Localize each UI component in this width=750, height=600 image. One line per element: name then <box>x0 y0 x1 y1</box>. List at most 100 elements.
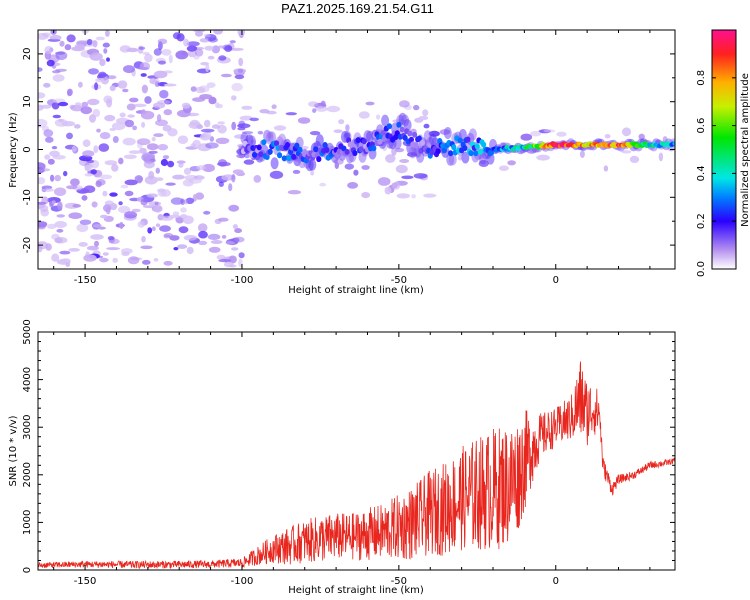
spectrogram-noise-cell <box>237 68 244 73</box>
spectrogram-ridge-cell <box>672 141 675 146</box>
snr-ytick-label: 4000 <box>22 367 33 392</box>
spectrogram-ytick-label: 20 <box>22 48 33 61</box>
spectrogram-noise-cell <box>47 158 55 165</box>
spectrogram-noise-cell <box>86 38 93 46</box>
spectrogram-noise-cell <box>287 190 301 195</box>
spectrogram-noise-cell <box>46 59 55 67</box>
spectrogram-noise-cell <box>79 219 92 225</box>
spectrogram-noise-cell <box>243 159 255 165</box>
spectrogram-noise-cell <box>457 155 463 161</box>
spectrogram-noise-cell <box>218 259 232 263</box>
spectrogram-ytick-label: 10 <box>22 95 33 108</box>
spectrogram-noise-cell <box>99 257 109 263</box>
spectrogram-ridge-cell <box>451 144 457 151</box>
spectrogram-ridge-cell <box>412 131 418 138</box>
spectrogram-noise-cell <box>81 101 89 108</box>
spectrogram-noise-cell <box>83 254 97 262</box>
spectrogram-noise-cell <box>76 223 89 233</box>
spectrogram-noise-cell <box>147 227 153 234</box>
spectrogram-noise-cell <box>111 164 119 172</box>
spectrogram-noise-cell <box>157 100 171 105</box>
spectrogram-noise-cell <box>658 152 664 162</box>
spectrogram-noise-cell <box>95 78 105 83</box>
spectrogram-noise-cell <box>120 184 129 189</box>
spectrogram-noise-cell <box>91 201 98 208</box>
spectrogram-ridge-cell <box>462 145 468 152</box>
spectrogram-noise-cell <box>100 214 108 219</box>
spectrogram-noise-cell <box>218 181 224 187</box>
spectrogram-noise-cell <box>197 223 208 233</box>
spectrogram-noise-cell <box>151 136 156 142</box>
spectrogram-noise-cell <box>98 143 110 152</box>
spectrogram-noise-cell <box>249 117 259 122</box>
spectrogram-noise-cell <box>102 190 108 197</box>
spectrogram-noise-cell <box>186 45 198 52</box>
spectrogram-noise-cell <box>42 32 52 38</box>
spectrogram-noise-cell <box>229 264 237 268</box>
spectrogram-noise-cell <box>70 104 84 112</box>
spectrogram-ridge-cell <box>294 142 300 149</box>
colorbar-label: Normalized spectral amplitude <box>740 73 750 227</box>
spectrogram-noise-cell <box>579 150 585 158</box>
spectrogram-ridge-cell <box>402 134 408 141</box>
spectrogram-noise-cell <box>104 160 118 166</box>
spectrogram-noise-cell <box>228 183 233 192</box>
spectrogram-noise-cell <box>51 146 58 150</box>
spectrogram-noise-cell <box>89 52 103 61</box>
spectrogram-noise-cell <box>315 105 328 112</box>
spectrogram-noise-cell <box>208 37 218 43</box>
spectrogram-noise-cell <box>52 62 61 66</box>
spectrogram-ridge-cell <box>297 146 303 153</box>
spectrogram-noise-cell <box>395 164 408 174</box>
spectrogram-ridge-cell <box>256 144 262 151</box>
spectrogram-noise-cell <box>208 246 221 253</box>
spectrogram-noise-cell <box>123 65 135 74</box>
spectrogram-noise-cell <box>396 193 410 199</box>
spectrogram-ridge-cell <box>407 130 413 137</box>
spectrogram-noise-cell <box>106 57 110 62</box>
spectrogram-ridge-halo <box>461 151 470 164</box>
spectrogram-noise-cell <box>163 234 171 239</box>
spectrogram-noise-cell <box>319 182 327 187</box>
snr-ytick-label: 3000 <box>22 414 33 439</box>
spectrogram-noise-cell <box>146 143 159 151</box>
spectrogram-noise-cell <box>179 214 188 219</box>
spectrogram-noise-cell <box>175 50 189 60</box>
spectrogram-noise-cell <box>66 185 78 190</box>
spectrogram-noise-cell <box>67 88 73 97</box>
spectrogram-noise-cell <box>423 193 437 198</box>
spectrogram-noise-cell <box>183 38 190 47</box>
spectrogram-noise-cell <box>50 174 55 182</box>
spectrogram-noise-cell <box>215 102 220 109</box>
spectrogram-ytick-label: -20 <box>22 237 33 253</box>
spectrogram-noise-cell <box>377 177 391 186</box>
figure-title: PAZ1.2025.169.21.54.G11 <box>281 1 434 16</box>
spectrogram-ridge-cell <box>267 148 273 155</box>
spectrogram-noise-cell <box>170 197 184 205</box>
spectrogram-noise-cell <box>213 30 223 35</box>
spectrogram-noise-cell <box>127 256 140 265</box>
spectrogram-noise-cell <box>285 112 297 116</box>
spectrogram-noise-cell <box>207 55 215 60</box>
spectrogram-noise-cell <box>39 204 49 213</box>
spectrogram-noise-cell <box>81 195 88 201</box>
spectrogram-noise-cell <box>385 154 396 163</box>
spectrogram-ridge-cell <box>448 150 454 157</box>
spectrogram-noise-cell <box>530 130 542 137</box>
spectrogram-noise-cell <box>185 197 195 204</box>
spectrogram-noise-cell <box>52 114 61 119</box>
spectrogram-noise-cell <box>78 242 88 247</box>
spectrogram-noise-cell <box>334 161 339 169</box>
spectrogram-noise-cell <box>103 95 113 104</box>
spectrogram-noise-cell <box>84 164 92 172</box>
spectrogram-noise-cell <box>198 230 208 239</box>
spectrogram-noise-cell <box>205 63 210 72</box>
spectrogram-ylabel: Frequency (Hz) <box>8 112 19 188</box>
spectrogram-ridge-cell <box>371 145 377 152</box>
snr-ytick-label: 1000 <box>22 510 33 535</box>
spectrogram-noise-cell <box>196 165 206 171</box>
spectrogram-noise-cell <box>155 223 161 228</box>
spectrogram-ridge-halo <box>248 135 256 148</box>
spectrogram-ridge-halo <box>268 131 277 144</box>
